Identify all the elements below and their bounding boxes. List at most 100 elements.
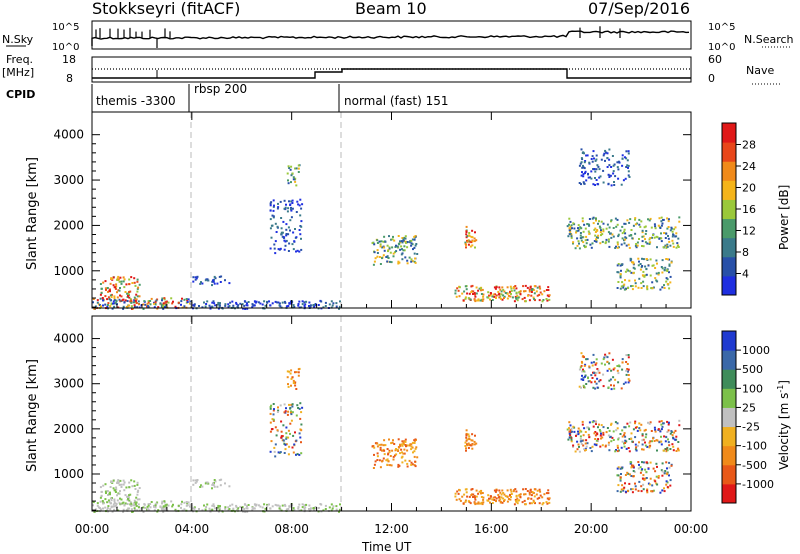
scatter-cell (162, 305, 165, 308)
scatter-cell (130, 504, 133, 507)
scatter-cell (270, 404, 273, 407)
scatter-cell (675, 450, 678, 452)
scatter-cell (660, 232, 662, 235)
scatter-cell (632, 464, 635, 467)
scatter-cell (600, 229, 602, 232)
scatter-cell (641, 265, 644, 267)
scatter-cell (404, 235, 407, 238)
scatter-cell (545, 289, 548, 291)
scatter-cell (136, 280, 139, 283)
scatter-cell (464, 499, 467, 502)
scatter-cell (516, 294, 519, 297)
scatter-cell (644, 274, 647, 277)
scatter-cell (263, 503, 266, 506)
scatter-cell (280, 435, 283, 438)
scatter-cell (589, 447, 592, 449)
scatter-cell (102, 507, 104, 510)
scatter-cell (146, 505, 149, 508)
scatter-cell (161, 502, 163, 505)
scatter-cell (99, 496, 102, 499)
scatter-cell (252, 507, 255, 510)
scatter-cell (548, 501, 551, 504)
scatter-cell (577, 430, 579, 433)
scatter-cell (119, 490, 121, 493)
scatter-cell (657, 271, 660, 274)
scatter-cell (584, 442, 587, 445)
scatter-cell (527, 294, 529, 297)
scatter-cell (619, 433, 622, 435)
scatter-cell (627, 243, 630, 246)
scatter-cell (136, 306, 139, 309)
scatter-cell (120, 295, 123, 298)
scatter-cell (624, 490, 627, 493)
scatter-cell (137, 506, 140, 509)
scatter-cell (235, 506, 238, 509)
scatter-cell (376, 452, 379, 455)
scatter-cell (271, 214, 274, 217)
nsky-panel: N.Sky 10^5 10^0 10^5 10^0 N.Search (2, 20, 794, 53)
scatter-cell (111, 277, 113, 280)
scatter-cell (241, 303, 244, 306)
cpid-segment-3: normal (fast) 151 (344, 94, 448, 108)
scatter-cell (573, 227, 576, 230)
scatter-cell (207, 279, 210, 282)
scatter-cell (625, 354, 628, 357)
scatter-cell (666, 446, 669, 449)
scatter-cell (297, 407, 300, 409)
scatter-cell (97, 303, 100, 306)
scatter-cell (470, 488, 473, 491)
time-axis: 00:00 04:00 08:00 12:00 16:00 20:00 00:00 (75, 112, 708, 536)
scatter-cell (411, 463, 414, 466)
scatter-cell (619, 467, 622, 470)
colorbar-tick-label: 8 (742, 246, 749, 259)
scatter-cell (567, 235, 570, 238)
colorbar-tick-label: -500 (742, 459, 767, 472)
scatter-cell (654, 430, 657, 433)
scatter-cell (312, 507, 315, 509)
scatter-cell (530, 502, 533, 505)
scatter-cell (582, 368, 584, 371)
scatter-cell (634, 443, 637, 446)
scatter-cell (640, 220, 643, 223)
scatter-cell (509, 488, 512, 491)
scatter-cell (649, 444, 652, 447)
scatter-cell (675, 435, 678, 438)
scatter-cell (644, 441, 646, 444)
scatter-cell (92, 298, 95, 300)
scatter-cell (492, 496, 495, 499)
scatter-cell (388, 450, 391, 453)
scatter-cell (628, 379, 631, 382)
scatter-cell (630, 285, 633, 288)
scatter-cell (112, 276, 115, 279)
scatter-cell (113, 302, 116, 305)
scatter-cell (287, 207, 290, 210)
scatter-cell (612, 368, 615, 371)
scatter-cell (200, 281, 202, 284)
scatter-cell (516, 497, 519, 500)
scatter-cell (317, 304, 320, 306)
scatter-cell (218, 479, 221, 482)
scatter-cell (639, 429, 642, 432)
scatter-cell (112, 505, 114, 508)
scatter-cell (475, 239, 478, 242)
scatter-cell (149, 506, 152, 509)
scatter-cell (620, 183, 623, 186)
scatter-cell (659, 288, 662, 291)
scatter-cell (96, 299, 99, 302)
scatter-cell (395, 453, 398, 456)
scatter-cell (404, 256, 407, 259)
scatter-cell (660, 216, 663, 219)
scatter-cell (634, 244, 637, 247)
scatter-cell (163, 297, 166, 300)
scatter-cell (569, 232, 572, 235)
scatter-cell (528, 299, 531, 302)
scatter-cell (477, 501, 480, 504)
scatter-cell (383, 453, 386, 456)
scatter-cell (272, 413, 275, 416)
scatter-cell (288, 505, 291, 508)
scatter-cell (530, 294, 533, 297)
scatter-cell (506, 495, 509, 498)
scatter-cell (666, 217, 669, 220)
scatter-cell (617, 271, 620, 274)
scatter-cell (110, 302, 113, 305)
